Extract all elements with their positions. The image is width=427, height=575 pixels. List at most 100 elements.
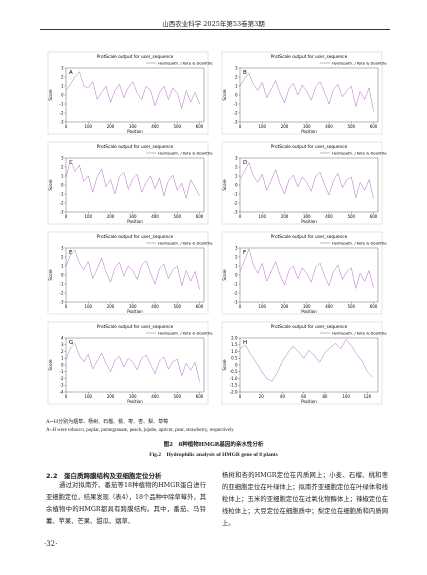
panel-title: ProtScale output for user_sequence <box>271 54 348 60</box>
data-line <box>65 71 200 110</box>
x-tick-label: 200 <box>107 124 115 129</box>
panel-letter: F <box>243 250 246 256</box>
header: 山西农业科学 2025年第53卷第3期 <box>162 20 265 28</box>
y-tick-label: -1 <box>60 191 64 196</box>
y-tick-label: 2 <box>235 254 238 259</box>
plot-frame <box>65 337 205 393</box>
y-axis-label: Score <box>222 359 227 371</box>
x-axis-label: Position <box>301 219 317 224</box>
x-axis-label: Position <box>127 219 143 224</box>
panel-frame <box>47 321 209 405</box>
x-tick-label: 0 <box>239 304 242 309</box>
y-tick-label: 2 <box>235 164 238 169</box>
x-tick-label: 400 <box>325 304 333 309</box>
y-tick-label: 1 <box>61 356 64 361</box>
panel-letter: G <box>69 340 73 346</box>
y-tick-label: 1 <box>235 83 238 88</box>
legend-label: Hydropath. / Kyte & Doolittle <box>332 151 387 156</box>
y-tick-label: 3 <box>61 245 64 250</box>
x-tick-label: 100 <box>84 214 92 219</box>
page-number: ·32· <box>44 540 58 548</box>
x-tick-label: 600 <box>196 124 204 129</box>
x-tick-label: 80 <box>322 394 328 399</box>
y-tick-label: -2 <box>60 290 64 295</box>
y-axis-label: Score <box>48 359 53 371</box>
x-tick-label: 500 <box>347 214 355 219</box>
x-tick-label: 100 <box>258 214 266 219</box>
x-tick-label: 100 <box>258 304 266 309</box>
x-tick-label: 60 <box>301 394 307 399</box>
y-tick-label: -3 <box>60 209 64 214</box>
y-tick-label: -3 <box>234 119 238 124</box>
panel-frame <box>221 51 383 135</box>
x-tick-label: 600 <box>370 214 378 219</box>
x-tick-label: 40 <box>280 394 286 399</box>
panel-title: ProtScale output for user_sequence <box>271 144 348 150</box>
x-tick-label: 600 <box>370 304 378 309</box>
x-tick-label: 200 <box>281 214 289 219</box>
x-tick-label: 20 <box>259 394 265 399</box>
legend-label: Hydropath. / Kyte & Doolittle <box>332 61 387 66</box>
x-tick-label: 100 <box>84 304 92 309</box>
y-tick-label: 0 <box>61 272 64 277</box>
caption-cn: 图2 8种植物HMGR基因的亲水性分析 <box>163 442 264 448</box>
x-tick-label: 300 <box>129 124 137 129</box>
x-tick-label: 300 <box>129 394 137 399</box>
y-tick-label: 1.5 <box>231 342 238 347</box>
y-tick-label: 2 <box>61 254 64 259</box>
y-tick-label: 1.0 <box>231 349 238 354</box>
panel-frame <box>47 231 209 315</box>
y-tick-label: 2 <box>61 349 64 354</box>
plot-frame <box>239 337 379 393</box>
x-tick-label: 500 <box>347 304 355 309</box>
data-line <box>239 248 374 289</box>
y-tick-label: -3 <box>60 383 64 388</box>
x-tick-label: 0 <box>65 304 68 309</box>
y-tick-label: 3 <box>235 155 238 160</box>
panel-title: ProtScale output for user_sequence <box>97 234 174 240</box>
x-tick-label: 100 <box>342 394 350 399</box>
x-tick-label: 500 <box>173 214 181 219</box>
x-tick-label: 300 <box>303 214 311 219</box>
x-axis-label: Position <box>127 399 143 404</box>
y-tick-label: -3 <box>234 209 238 214</box>
panel-frame <box>221 321 383 405</box>
y-tick-label: -2 <box>234 290 238 295</box>
x-axis-label: Position <box>301 309 317 314</box>
legend-label: Hydropath. / Kyte & Doolittle <box>158 241 213 246</box>
panel-frame <box>221 231 383 315</box>
x-axis-label: Position <box>127 129 143 134</box>
panel-frame <box>221 141 383 225</box>
x-tick-label: 600 <box>196 394 204 399</box>
y-tick-label: 2.0 <box>231 335 238 340</box>
x-axis-label: Position <box>301 129 317 134</box>
y-tick-label: -3 <box>60 119 64 124</box>
x-tick-label: 0 <box>239 214 242 219</box>
x-tick-label: 400 <box>325 214 333 219</box>
data-line <box>239 161 374 199</box>
x-tick-label: 600 <box>196 304 204 309</box>
data-line <box>65 342 200 382</box>
x-tick-label: 0 <box>239 394 242 399</box>
y-tick-label: -1 <box>60 101 64 106</box>
data-line <box>239 72 374 112</box>
x-tick-label: 300 <box>303 124 311 129</box>
panel-letter: E <box>69 250 73 256</box>
data-line <box>65 158 200 200</box>
y-tick-label: 1 <box>61 83 64 88</box>
y-tick-label: -1 <box>60 281 64 286</box>
plot-frame <box>239 67 379 123</box>
y-tick-label: -1.0 <box>230 376 238 381</box>
y-tick-label: -1.5 <box>230 383 238 388</box>
paragraph: 杨树和杏的HMGR定位在内质网上；小麦、石榴、桃和枣的亚细胞定位在叶绿体上；拟南… <box>222 472 388 527</box>
panel-letter: B <box>243 70 247 76</box>
y-tick-label: 3 <box>61 342 64 347</box>
y-tick-label: -4 <box>60 389 64 394</box>
panel-frame <box>47 141 209 225</box>
y-tick-label: 0 <box>235 362 238 367</box>
y-tick-label: 2 <box>61 74 64 79</box>
x-tick-label: 300 <box>303 304 311 309</box>
x-tick-label: 200 <box>107 304 115 309</box>
y-tick-label: -2 <box>234 200 238 205</box>
